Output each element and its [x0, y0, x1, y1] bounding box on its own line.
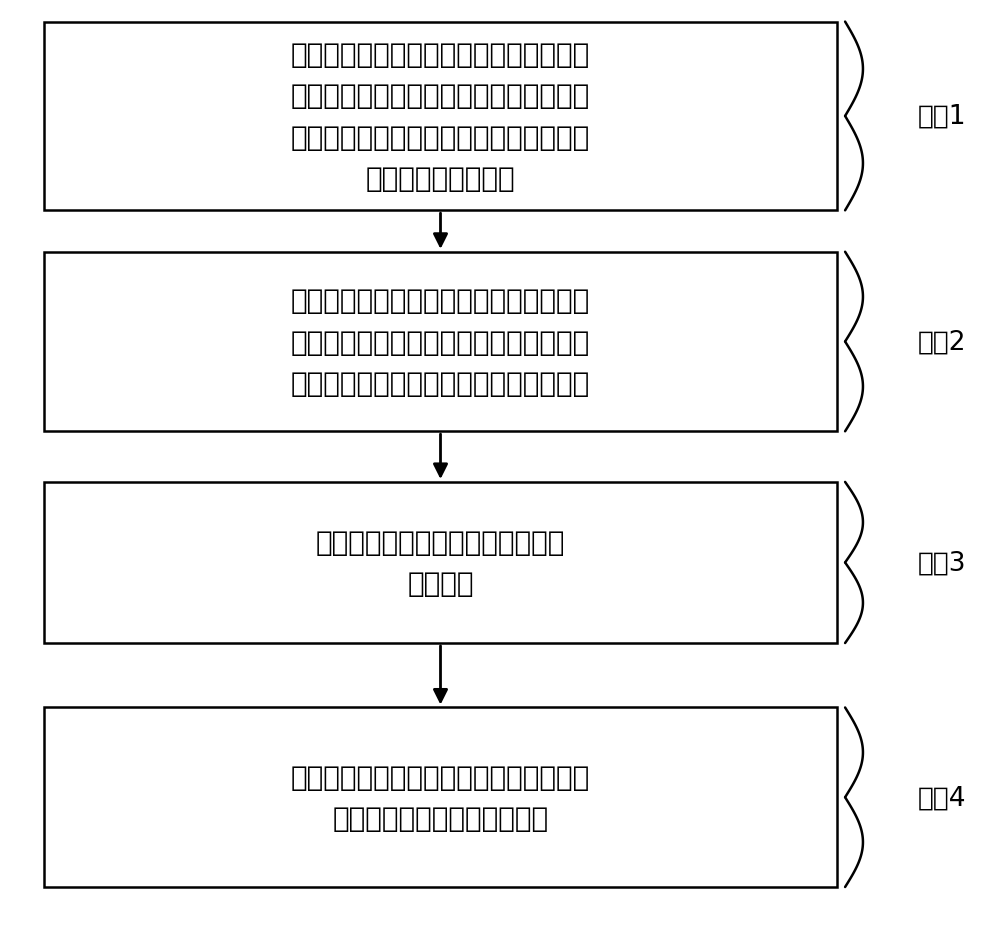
Text: 建立动态电价模型和动态电价下的负荷模
型，基于动态电价模型建立成本模型和经
济收益模型，基于成本模型和经济收益模
型建立目标函数模型: 建立动态电价模型和动态电价下的负荷模 型，基于动态电价模型建立成本模型和经 济收…	[291, 41, 590, 192]
FancyBboxPatch shape	[44, 483, 837, 643]
Text: 步骤1: 步骤1	[917, 104, 966, 130]
FancyBboxPatch shape	[44, 252, 837, 432]
Text: 步骤4: 步骤4	[917, 784, 966, 810]
FancyBboxPatch shape	[44, 708, 837, 887]
Text: 采用小生境混沌粒子群算法优化调度模型
，求解调度模型的最优成本解: 采用小生境混沌粒子群算法优化调度模型 ，求解调度模型的最优成本解	[291, 763, 590, 831]
Text: 步骤2: 步骤2	[917, 329, 966, 355]
Text: 步骤3: 步骤3	[917, 550, 966, 576]
Text: 分别设定微网功率平衡、出力，可控机组
出力、爬坡，储能电池运行，微网间功率
交互及微网与配电网功率交互的约束条件: 分别设定微网功率平衡、出力，可控机组 出力、爬坡，储能电池运行，微网间功率 交互…	[291, 287, 590, 397]
Text: 将约束条件下的目标函数模型作为
调度模型: 将约束条件下的目标函数模型作为 调度模型	[316, 528, 565, 598]
FancyBboxPatch shape	[44, 22, 837, 211]
